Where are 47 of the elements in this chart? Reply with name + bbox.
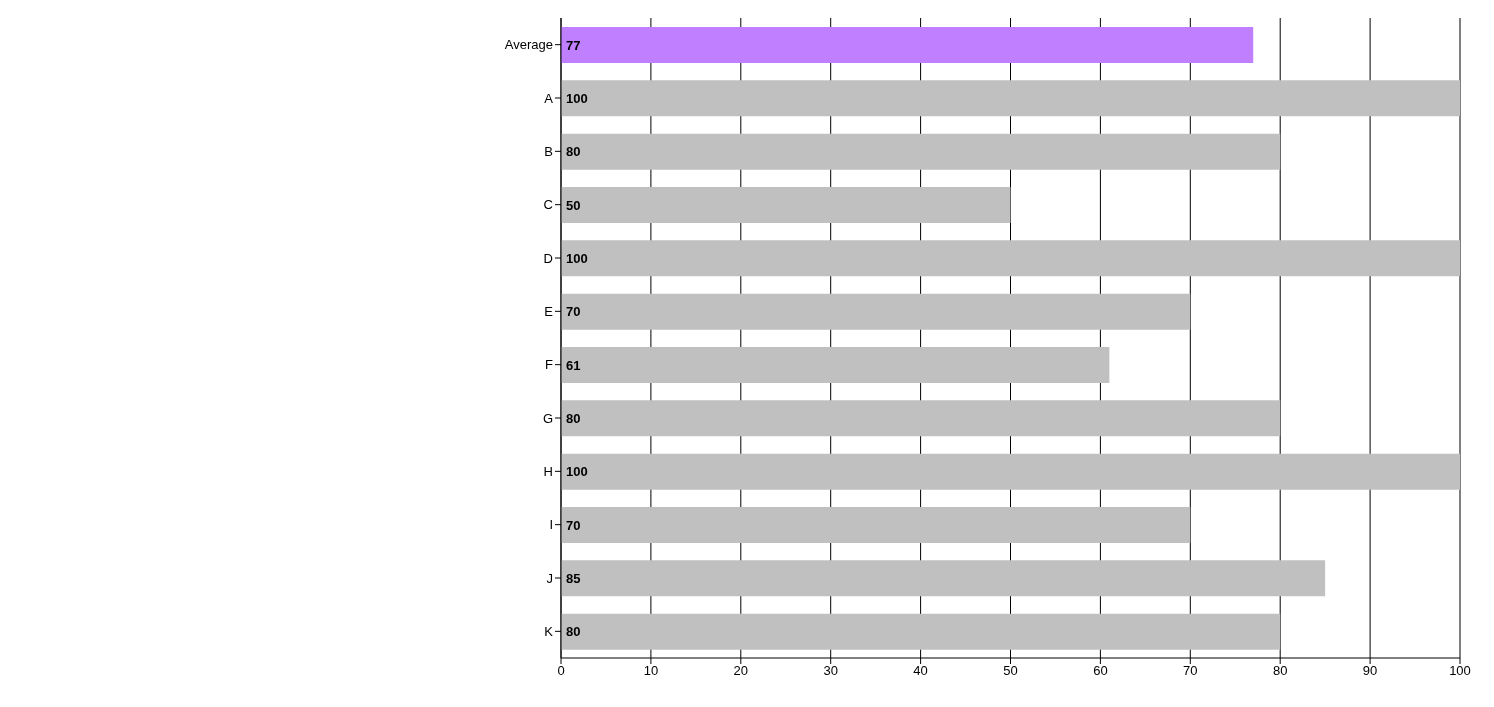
bar — [561, 613, 1281, 650]
bar — [561, 80, 1460, 117]
x-tick-label: 0 — [557, 663, 565, 679]
bar — [561, 400, 1281, 437]
y-tick-label: F — [545, 357, 554, 373]
x-tick-label: 60 — [1093, 663, 1108, 679]
bar — [561, 347, 1110, 383]
data-label: 85 — [566, 570, 581, 586]
data-label: 80 — [566, 624, 581, 640]
x-tick-label: 50 — [1003, 663, 1018, 679]
y-tick-label: D — [543, 250, 553, 266]
y-tick-label: Average — [504, 37, 553, 53]
y-tick-label: B — [544, 143, 553, 159]
y-tick-label: J — [546, 570, 553, 586]
x-tick-label: 10 — [643, 663, 659, 679]
data-label: 100 — [566, 250, 588, 266]
x-tick-label: 20 — [733, 663, 749, 679]
bar — [561, 507, 1191, 543]
bar — [561, 133, 1281, 170]
bar — [561, 560, 1326, 597]
y-tick-label: C — [543, 197, 553, 213]
x-tick-label: 100 — [1449, 663, 1471, 679]
bar — [561, 240, 1460, 277]
y-tick-label: A — [544, 90, 554, 106]
data-label: 70 — [566, 304, 581, 320]
data-label: 100 — [566, 90, 588, 106]
x-tick-label: 40 — [913, 663, 928, 679]
bar — [561, 293, 1191, 330]
data-label: 61 — [566, 357, 581, 373]
x-tick-label: 70 — [1183, 663, 1198, 679]
y-tick-label: K — [544, 623, 554, 639]
data-label: 77 — [566, 37, 581, 53]
bar — [561, 453, 1460, 490]
y-tick-label: E — [544, 303, 554, 319]
data-label: 80 — [566, 410, 581, 426]
y-tick-label: H — [543, 463, 553, 479]
data-label: 70 — [566, 517, 581, 533]
x-tick-label: 30 — [823, 663, 838, 679]
y-tick-label: I — [549, 517, 553, 533]
data-label: 80 — [566, 144, 581, 160]
bar — [561, 187, 1011, 223]
y-tick-label: G — [542, 410, 553, 426]
x-tick-label: 90 — [1362, 663, 1378, 679]
data-label: 100 — [566, 464, 588, 480]
bar — [561, 27, 1254, 63]
data-label: 50 — [566, 197, 581, 213]
x-tick-label: 80 — [1272, 663, 1288, 679]
